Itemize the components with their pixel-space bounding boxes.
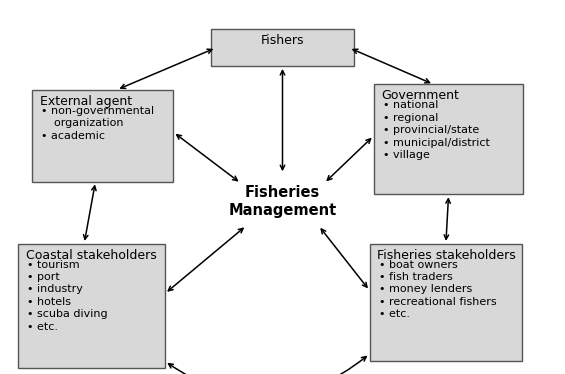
Text: • etc.: • etc. bbox=[27, 322, 58, 332]
Text: External agent: External agent bbox=[40, 95, 132, 108]
FancyBboxPatch shape bbox=[370, 244, 522, 361]
Text: • port: • port bbox=[27, 272, 60, 282]
Text: • fish traders: • fish traders bbox=[379, 272, 453, 282]
FancyBboxPatch shape bbox=[32, 90, 173, 181]
Text: • recreational fishers: • recreational fishers bbox=[379, 297, 496, 307]
Text: • hotels: • hotels bbox=[27, 297, 71, 307]
Text: • tourism: • tourism bbox=[27, 260, 80, 270]
Text: organization: organization bbox=[47, 118, 124, 128]
Text: • national: • national bbox=[383, 100, 438, 110]
Text: • village: • village bbox=[383, 150, 429, 160]
Text: • academic: • academic bbox=[41, 131, 105, 141]
FancyBboxPatch shape bbox=[374, 85, 523, 194]
Text: Coastal stakeholders: Coastal stakeholders bbox=[26, 249, 157, 261]
FancyBboxPatch shape bbox=[211, 30, 354, 66]
Text: • regional: • regional bbox=[383, 113, 438, 123]
FancyBboxPatch shape bbox=[18, 244, 165, 368]
Text: Fisheries
Management: Fisheries Management bbox=[228, 186, 337, 218]
Text: • scuba diving: • scuba diving bbox=[27, 309, 107, 319]
Text: • non-governmental: • non-governmental bbox=[41, 105, 154, 116]
Text: Government: Government bbox=[381, 89, 459, 102]
Text: • etc.: • etc. bbox=[379, 309, 410, 319]
Text: • money lenders: • money lenders bbox=[379, 285, 472, 294]
Text: Fishers: Fishers bbox=[261, 34, 304, 47]
Text: • provincial/state: • provincial/state bbox=[383, 125, 479, 135]
Text: • industry: • industry bbox=[27, 285, 83, 294]
Text: • boat owners: • boat owners bbox=[379, 260, 457, 270]
Text: Fisheries stakeholders: Fisheries stakeholders bbox=[377, 249, 516, 261]
Text: • municipal/district: • municipal/district bbox=[383, 138, 490, 147]
